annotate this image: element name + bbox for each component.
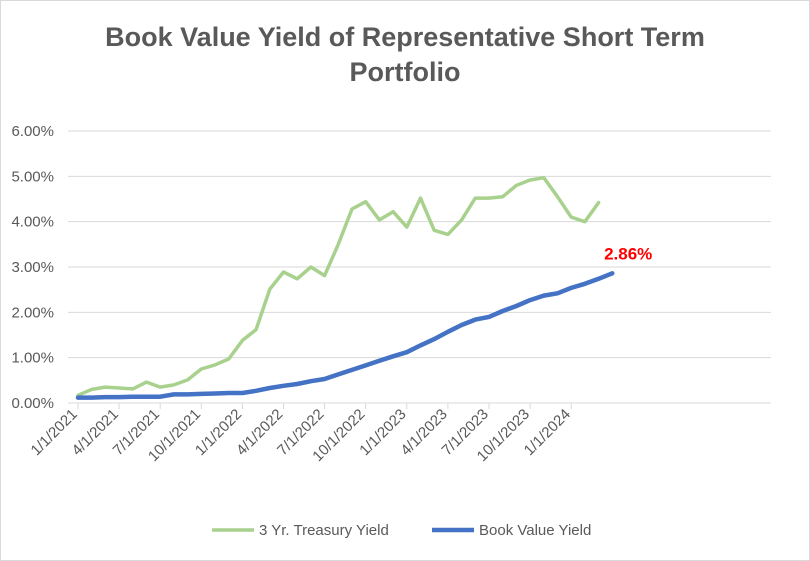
y-tick-label-3: 3.00%	[11, 259, 54, 276]
chart-title-line-1: Book Value Yield of Representative Short…	[105, 22, 705, 52]
y-tick-label-4: 4.00%	[11, 214, 54, 231]
chart-title-line-2: Portfolio	[350, 57, 461, 87]
y-axis: 0.00% 1.00% 2.00% 3.00% 4.00% 5.00% 6.00%	[11, 123, 54, 412]
series-line-book-value-yield	[75, 271, 615, 400]
data-label-last-value: 2.86%	[604, 244, 652, 263]
y-tick-label-5: 5.00%	[11, 168, 54, 185]
y-tick-label-0: 0.00%	[11, 395, 54, 412]
legend: 3 Yr. Treasury Yield Book Value Yield	[212, 522, 591, 539]
y-tick-label-6: 6.00%	[11, 123, 54, 140]
y-tick-label-1: 1.00%	[11, 350, 54, 367]
series-lines	[75, 175, 615, 400]
annotations: 2.86%	[604, 244, 652, 263]
x-axis: 1/1/20214/1/20217/1/202110/1/20211/1/202…	[28, 403, 574, 465]
legend-label-0: 3 Yr. Treasury Yield	[259, 522, 389, 539]
legend-label-1: Book Value Yield	[479, 522, 591, 539]
gridlines	[68, 130, 771, 404]
y-tick-label-2: 2.00%	[11, 304, 54, 321]
series-line-treasury-yield	[76, 175, 601, 398]
